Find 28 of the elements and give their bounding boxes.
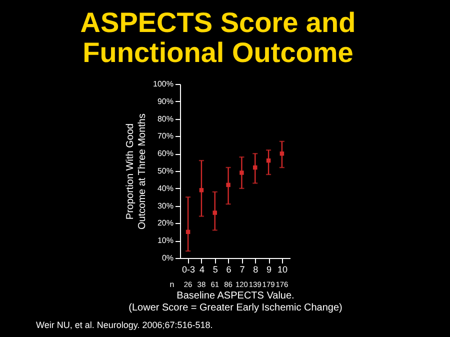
y-tick-label: 100%	[153, 80, 174, 88]
x-tick-label: 5	[212, 264, 218, 274]
y-tick-label: 0%	[162, 254, 174, 262]
x-tick-label: 6	[226, 264, 232, 274]
x-tick-label: 8	[253, 264, 258, 274]
y-tick-label: 80%	[157, 114, 174, 124]
y-tick-label: 30%	[157, 201, 174, 210]
point	[226, 182, 230, 188]
y-tick-label: 90%	[157, 96, 174, 106]
chart-title: ASPECTS Score and Functional Outcome	[80, 7, 356, 68]
point	[199, 188, 204, 192]
x-tick-label: 4	[199, 264, 204, 274]
y-tick-label: 40%	[157, 184, 174, 193]
x-tick-label: 9	[266, 264, 272, 274]
y-tick-label: 10%	[157, 236, 174, 246]
x-tick-label: 7	[240, 264, 245, 274]
text: Weir NU, et al. Neurology. 2006;67:516-518.	[36, 320, 213, 330]
x-axis-title: Baseline ASPECTS Value. (Lower Score = Greater Early Ischemic Change)	[128, 290, 342, 314]
point	[212, 210, 217, 215]
text: n	[170, 280, 174, 289]
y-tick-label: 60%	[157, 149, 174, 158]
point	[240, 170, 244, 175]
y-tick-label: 50%	[157, 166, 174, 176]
x-tick-label: 10	[277, 264, 288, 274]
x-tick-label: 0-3	[182, 264, 196, 274]
y-tick-label: 70%	[157, 132, 174, 141]
y-tick-label: 20%	[157, 218, 174, 228]
y-axis-title: Proportion With Good Outcome at Three Months	[125, 114, 148, 230]
